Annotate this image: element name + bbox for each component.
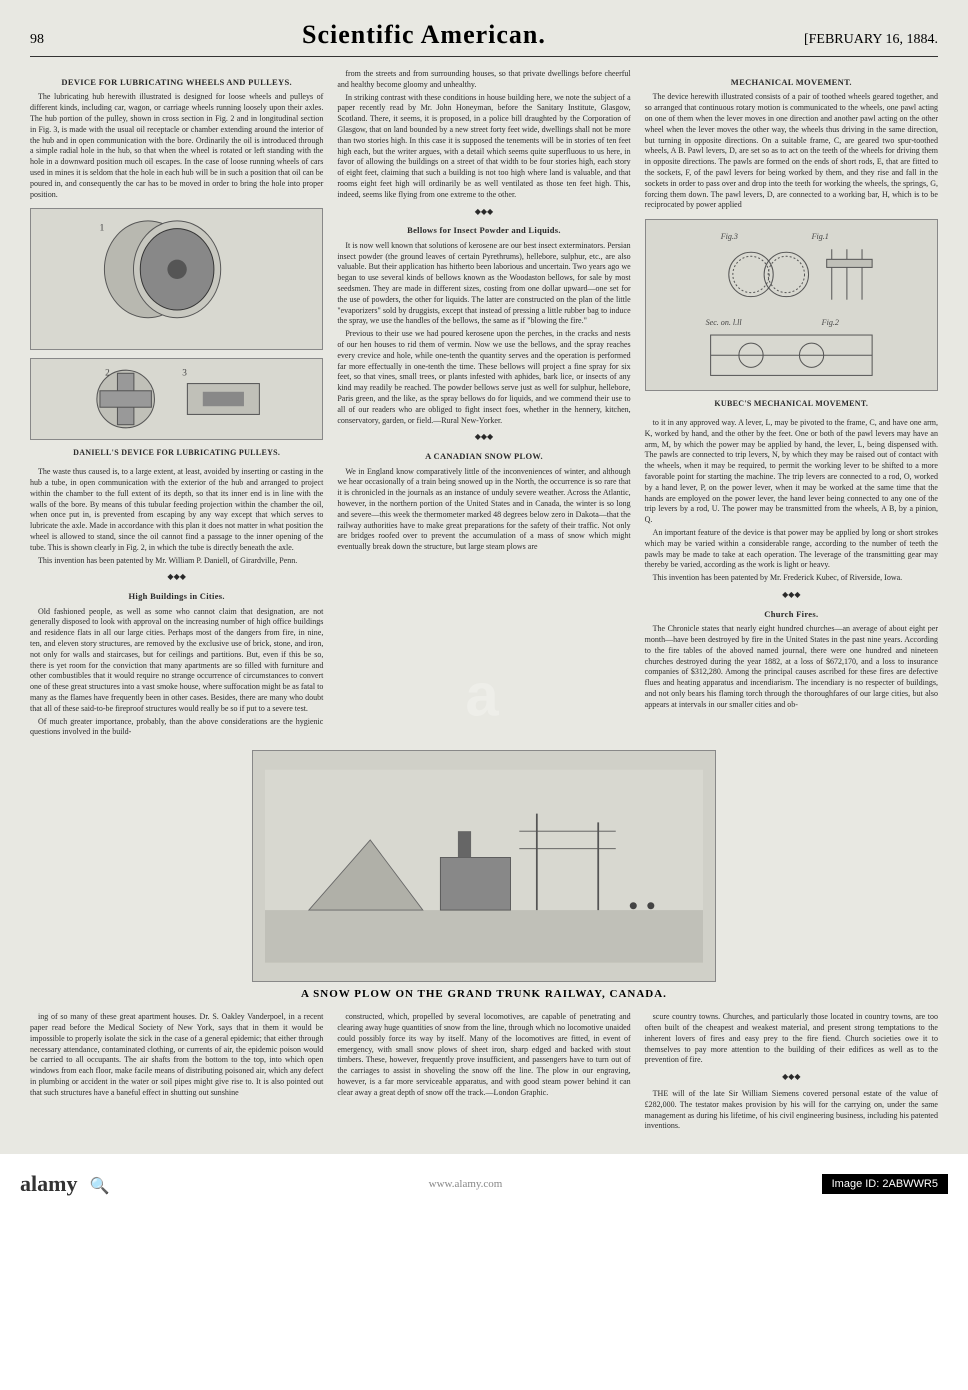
svg-text:Fig.3: Fig.3	[720, 233, 738, 242]
article-title-buildings: High Buildings in Cities.	[30, 591, 323, 602]
section-divider: ◆◆◆	[30, 572, 323, 583]
masthead-title: Scientific American.	[302, 20, 546, 50]
body-text: It is now well known that solutions of k…	[337, 241, 630, 327]
watermark-bar: alamy 🔍 www.alamy.com Image ID: 2ABWWR5	[0, 1154, 968, 1214]
body-text: This invention has been patented by Mr. …	[30, 556, 323, 567]
body-text: to it in any approved way. A lever, L, m…	[645, 418, 938, 526]
svg-text:Fig.1: Fig.1	[811, 233, 829, 242]
alamy-url-icon: 🔍	[89, 1178, 109, 1195]
section-divider: ◆◆◆	[645, 590, 938, 601]
alamy-branding: alamy 🔍	[20, 1171, 109, 1197]
article-title-bellows: Bellows for Insect Powder and Liquids.	[337, 225, 630, 236]
page-header: 98 Scientific American. [FEBRUARY 16, 18…	[30, 20, 938, 57]
body-text: An important feature of the device is th…	[645, 528, 938, 571]
page-container: a 98 Scientific American. [FEBRUARY 16, …	[0, 0, 968, 1154]
alamy-logo: alamy	[20, 1171, 77, 1196]
svg-text:Sec. on. l.ll: Sec. on. l.ll	[706, 318, 743, 327]
section-divider: ◆◆◆	[337, 432, 630, 443]
left-narrow-col	[30, 740, 238, 1012]
figure-kubec: Fig.3 Fig.1 Sec. on. l.ll Fig.2	[645, 219, 938, 391]
section-divider: ◆◆◆	[337, 207, 630, 218]
main-columns: DEVICE FOR LUBRICATING WHEELS AND PULLEY…	[30, 69, 938, 740]
bottom-col-1: ing of so many of these great apartment …	[30, 1012, 323, 1134]
body-text: The device herewith illustrated consists…	[645, 92, 938, 211]
wide-figure-container: A SNOW PLOW ON THE GRAND TRUNK RAILWAY, …	[252, 740, 716, 1012]
body-text: We in England know comparatively little …	[337, 467, 630, 553]
body-text: This invention has been patented by Mr. …	[645, 573, 938, 584]
section-divider: ◆◆◆	[645, 1072, 938, 1083]
body-text: scure country towns. Churches, and parti…	[645, 1012, 938, 1066]
image-id-badge: Image ID: 2ABWWR5	[822, 1174, 948, 1194]
svg-text:3: 3	[182, 369, 187, 379]
body-text: The Chronicle states that nearly eight h…	[645, 624, 938, 710]
body-text: In striking contrast with these conditio…	[337, 93, 630, 201]
body-text: The lubricating hub herewith illustrated…	[30, 92, 323, 200]
bottom-columns: ing of so many of these great apartment …	[30, 1012, 938, 1134]
body-text: Of much greater importance, probably, th…	[30, 717, 323, 739]
figure-snowplow	[252, 750, 716, 982]
figure-caption-daniell: DANIELL'S DEVICE FOR LUBRICATING PULLEYS…	[30, 448, 323, 459]
figure-pulley-main: 1	[30, 208, 323, 350]
body-text: from the streets and from surrounding ho…	[337, 69, 630, 91]
column-1: DEVICE FOR LUBRICATING WHEELS AND PULLEY…	[30, 69, 323, 740]
figure-caption-kubec: KUBEC'S MECHANICAL MOVEMENT.	[645, 399, 938, 410]
bottom-col-3: scure country towns. Churches, and parti…	[645, 1012, 938, 1134]
body-text: Previous to their use we had poured kero…	[337, 329, 630, 426]
svg-text:Fig.2: Fig.2	[821, 318, 839, 327]
body-text: ing of so many of these great apartment …	[30, 1012, 323, 1098]
article-title-mechanical: MECHANICAL MOVEMENT.	[645, 77, 938, 88]
column-2: from the streets and from surrounding ho…	[337, 69, 630, 740]
body-text: THE will of the late Sir William Siemens…	[645, 1089, 938, 1132]
body-text: The waste thus caused is, to a large ext…	[30, 467, 323, 553]
svg-text:2: 2	[105, 369, 110, 379]
svg-text:1: 1	[99, 223, 104, 234]
alamy-url: www.alamy.com	[429, 1178, 503, 1190]
article-title-device: DEVICE FOR LUBRICATING WHEELS AND PULLEY…	[30, 77, 323, 88]
middle-section: A SNOW PLOW ON THE GRAND TRUNK RAILWAY, …	[30, 740, 938, 1012]
wide-figure-caption: A SNOW PLOW ON THE GRAND TRUNK RAILWAY, …	[252, 988, 716, 1000]
article-title-snowplow: A CANADIAN SNOW PLOW.	[337, 451, 630, 462]
figure-pulley-small: 2 3	[30, 358, 323, 440]
column-3: MECHANICAL MOVEMENT. The device herewith…	[645, 69, 938, 740]
article-title-church: Church Fires.	[645, 609, 938, 620]
bottom-col-2: constructed, which, propelled by several…	[337, 1012, 630, 1134]
body-text: constructed, which, propelled by several…	[337, 1012, 630, 1098]
body-text: Old fashioned people, as well as some wh…	[30, 607, 323, 715]
page-number: 98	[30, 32, 44, 48]
issue-date: [FEBRUARY 16, 1884.	[804, 32, 938, 48]
right-narrow-col	[730, 740, 938, 1012]
